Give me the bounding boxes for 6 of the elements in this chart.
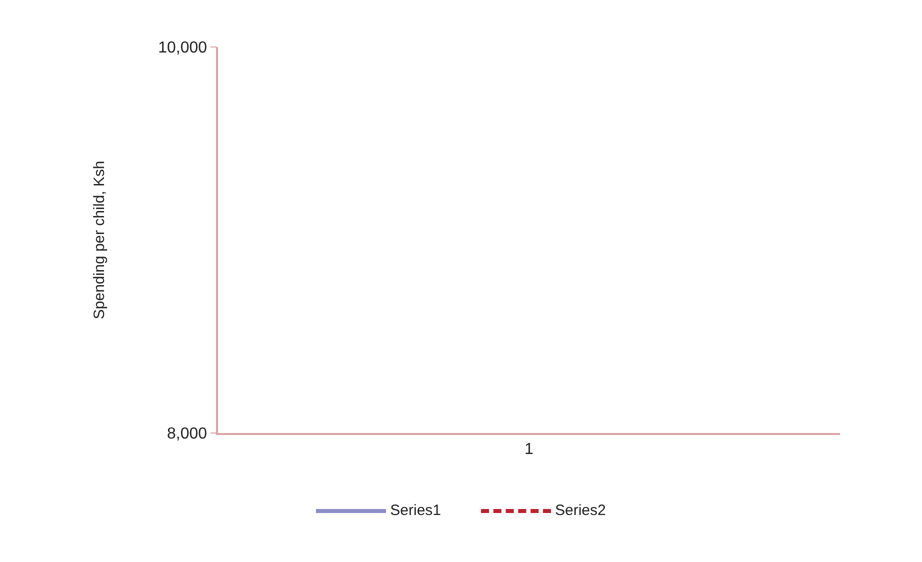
y-axis-title: Spending per child, Ksh [90, 160, 108, 320]
x-tick-label: 1 [524, 440, 534, 458]
y-tick-label: 8,000 [167, 426, 208, 443]
legend-label: Series1 [390, 502, 441, 519]
y-tick-label: 10,000 [158, 40, 208, 57]
legend-label: Series2 [555, 502, 606, 519]
